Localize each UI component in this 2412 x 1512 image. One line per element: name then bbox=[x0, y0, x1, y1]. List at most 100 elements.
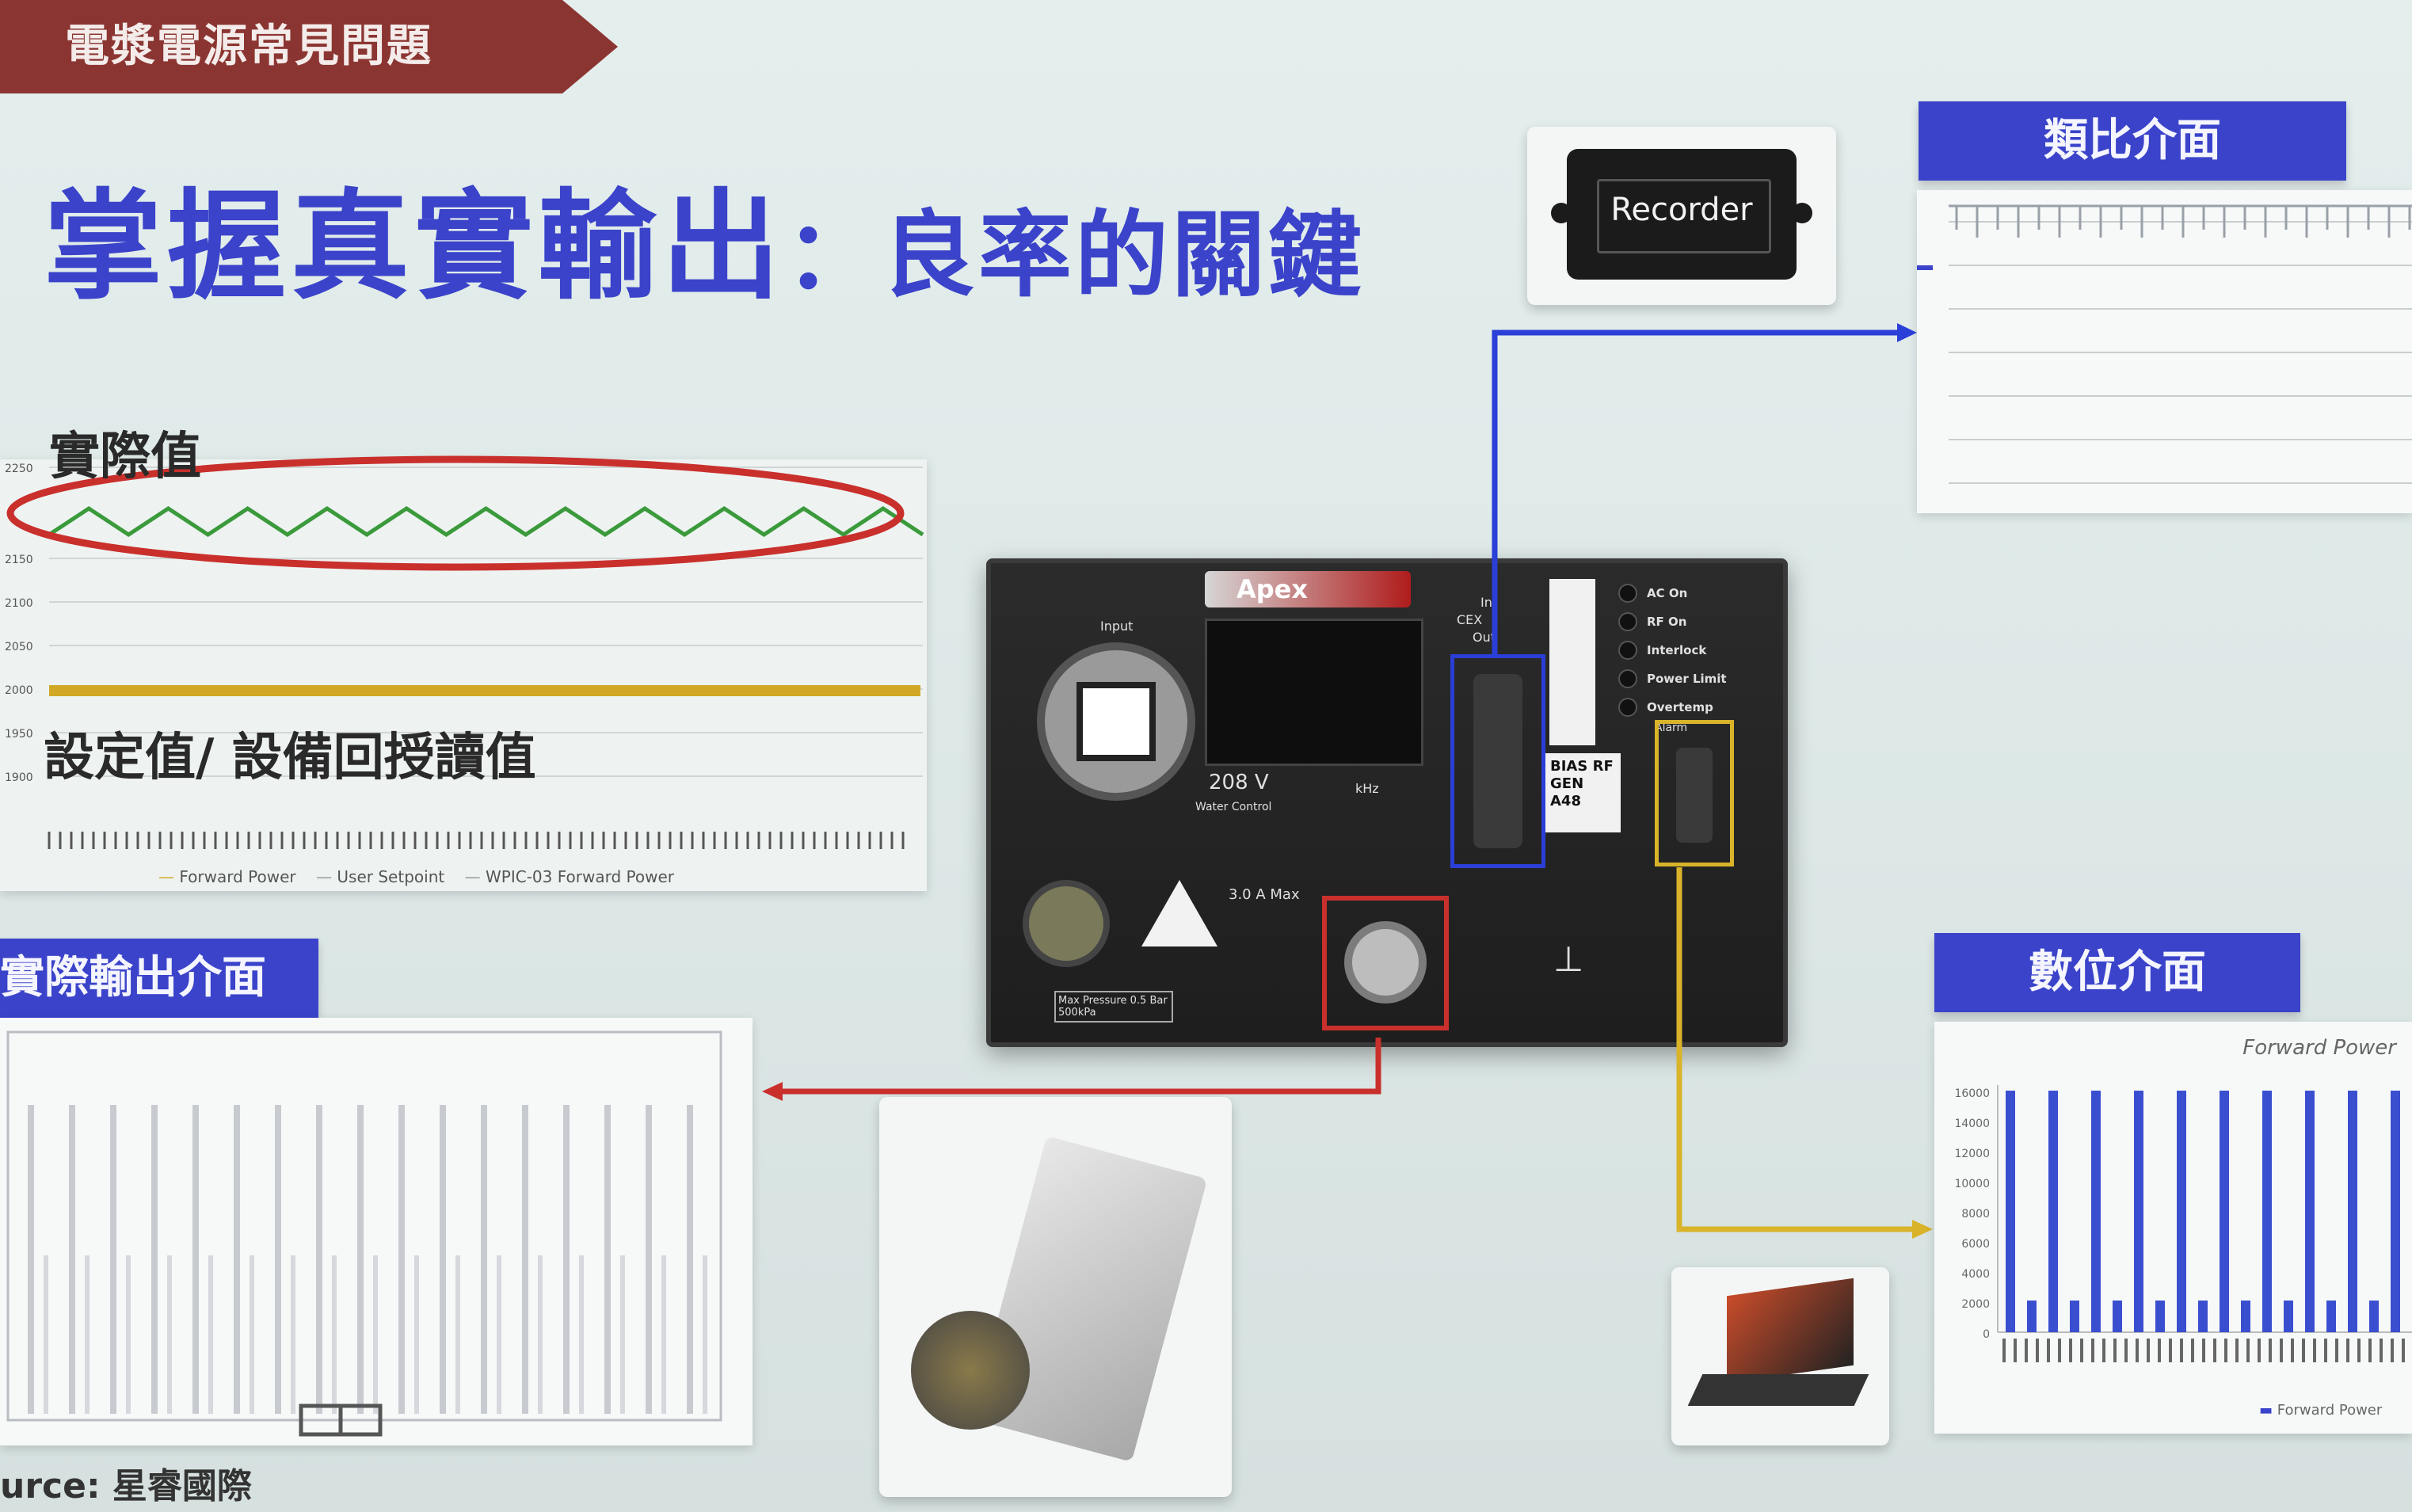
trend-y-tick: 2250 bbox=[5, 463, 33, 475]
digital-bar bbox=[2305, 1091, 2315, 1332]
output-bar bbox=[440, 1105, 446, 1414]
highlight-ellipse bbox=[6, 455, 905, 571]
digital-bar bbox=[2134, 1091, 2143, 1332]
digital-bar bbox=[2220, 1091, 2229, 1332]
recorder-device: Recorder bbox=[1551, 149, 1812, 280]
output-bar-minor bbox=[250, 1255, 254, 1414]
laptop-base bbox=[1687, 1374, 1869, 1406]
actual-value-line bbox=[48, 506, 924, 537]
output-bar-minor bbox=[126, 1255, 131, 1414]
analog-connector bbox=[1450, 654, 1545, 868]
digital-bar bbox=[2091, 1091, 2101, 1332]
status-led: Interlock bbox=[1618, 636, 1777, 665]
output-bar bbox=[151, 1105, 158, 1414]
digital-y-tick: 14000 bbox=[1954, 1118, 1990, 1130]
led-label: Overtemp bbox=[1647, 700, 1713, 714]
digital-bar bbox=[2048, 1091, 2058, 1332]
output-bar bbox=[110, 1105, 116, 1414]
digital-bar bbox=[2027, 1301, 2037, 1332]
digital-bar bbox=[2262, 1091, 2272, 1332]
digital-bar bbox=[2070, 1301, 2079, 1332]
digital-y-tick: 10000 bbox=[1954, 1178, 1990, 1190]
led-icon bbox=[1618, 641, 1637, 660]
digital-bar bbox=[2241, 1301, 2250, 1332]
digital-bar bbox=[2348, 1091, 2357, 1332]
digital-legend: ▬ Forward Power bbox=[2259, 1402, 2383, 1419]
digital-y-tick: 6000 bbox=[1961, 1238, 1990, 1251]
digital-link-line bbox=[1676, 867, 1917, 1232]
digital-y-tick: 4000 bbox=[1961, 1268, 1990, 1281]
output-bar bbox=[357, 1105, 364, 1414]
output-bar-minor bbox=[167, 1255, 172, 1414]
output-bar bbox=[69, 1105, 75, 1414]
output-bar-minor bbox=[414, 1255, 419, 1414]
led-icon bbox=[1618, 698, 1637, 717]
rf-generator-panel: Apex Input 208 V Water Control kHz In CE… bbox=[986, 558, 1788, 1047]
section-banner: 電漿電源常見問題 bbox=[0, 0, 618, 93]
output-bar-minor bbox=[497, 1255, 501, 1414]
brand-label: Apex bbox=[1236, 574, 1309, 604]
source-credit: urce: 星睿國際 bbox=[0, 1466, 252, 1506]
output-bar bbox=[687, 1105, 693, 1414]
digital-bar bbox=[2155, 1301, 2165, 1332]
digital-y-tick: 8000 bbox=[1961, 1208, 1990, 1221]
output-bar-minor bbox=[703, 1255, 707, 1414]
analog-chart-panel bbox=[1917, 190, 2412, 513]
digital-interface-label: 數位介面 bbox=[1934, 933, 2300, 1012]
led-icon bbox=[1618, 612, 1637, 631]
setpoint-label: 設定值/ 設備回授讀值 bbox=[44, 729, 536, 787]
led-icon bbox=[1618, 669, 1637, 688]
slide-title: 掌握真實輸出：良率的關鍵 bbox=[44, 150, 1365, 316]
output-bar-minor bbox=[44, 1255, 48, 1414]
output-bar-minor bbox=[373, 1255, 378, 1414]
digital-y-tick: 0 bbox=[1983, 1328, 1990, 1341]
digital-y-tick: 2000 bbox=[1961, 1298, 1990, 1311]
digital-bar bbox=[2198, 1301, 2208, 1332]
ground-icon: ⊥ bbox=[1553, 939, 1584, 980]
output-link-line bbox=[776, 1038, 1381, 1095]
analog-interface-label: 類比介面 bbox=[1919, 101, 2346, 181]
led-icon bbox=[1618, 584, 1637, 603]
banner-text: 電漿電源常見問題 bbox=[65, 21, 432, 72]
output-bar bbox=[275, 1105, 281, 1414]
output-bar-minor bbox=[455, 1255, 460, 1414]
output-bar-minor bbox=[661, 1255, 666, 1414]
output-bar-minor bbox=[620, 1255, 625, 1414]
actual-output-chart bbox=[6, 1030, 722, 1437]
output-bar bbox=[316, 1105, 322, 1414]
output-bar bbox=[563, 1105, 570, 1414]
trend-y-tick: 2150 bbox=[5, 554, 33, 566]
recorder-label: Recorder bbox=[1610, 192, 1753, 228]
status-led: RF On bbox=[1618, 607, 1777, 636]
digital-bar bbox=[2369, 1301, 2379, 1332]
actual-output-chart-panel bbox=[0, 1018, 753, 1445]
digital-bar bbox=[2284, 1301, 2293, 1332]
output-bar bbox=[646, 1105, 652, 1414]
laptop-screen bbox=[1727, 1278, 1854, 1384]
cex-in-label: In bbox=[1480, 595, 1492, 610]
input-connector bbox=[1037, 642, 1195, 801]
current-label: 3.0 A Max bbox=[1229, 886, 1300, 903]
title-sub: ：良率的關鍵 bbox=[785, 200, 1366, 310]
actual-value-label: 實際值 bbox=[49, 428, 201, 486]
trend-chart: 2250 2150 2100 2050 2000 1950 1900 bbox=[5, 463, 924, 849]
laptop-photo bbox=[1671, 1267, 1889, 1445]
sensor-photo bbox=[879, 1097, 1232, 1497]
output-bar bbox=[28, 1105, 34, 1414]
output-bar bbox=[398, 1105, 405, 1414]
trend-y-tick: 2100 bbox=[5, 597, 33, 610]
pressure-label: Max Pressure 0.5 Bar 500kPa bbox=[1054, 991, 1173, 1023]
output-bar-minor bbox=[538, 1255, 543, 1414]
digital-y-tick: 12000 bbox=[1954, 1148, 1990, 1160]
input-label: Input bbox=[1100, 619, 1134, 634]
digital-chart: 16000 14000 12000 10000 8000 6000 4000 2000 0 bbox=[1954, 1085, 2412, 1362]
digital-bar bbox=[2113, 1301, 2122, 1332]
trend-y-tick: 2050 bbox=[5, 641, 33, 653]
output-bar-minor bbox=[208, 1255, 213, 1414]
water-label: Water Control bbox=[1195, 801, 1272, 813]
warning-icon bbox=[1141, 880, 1217, 946]
label-sticker bbox=[1549, 579, 1595, 745]
voltage-label: 208 V bbox=[1209, 771, 1269, 794]
analog-link-line bbox=[1492, 329, 1901, 657]
trend-y-tick: 2000 bbox=[5, 684, 33, 697]
